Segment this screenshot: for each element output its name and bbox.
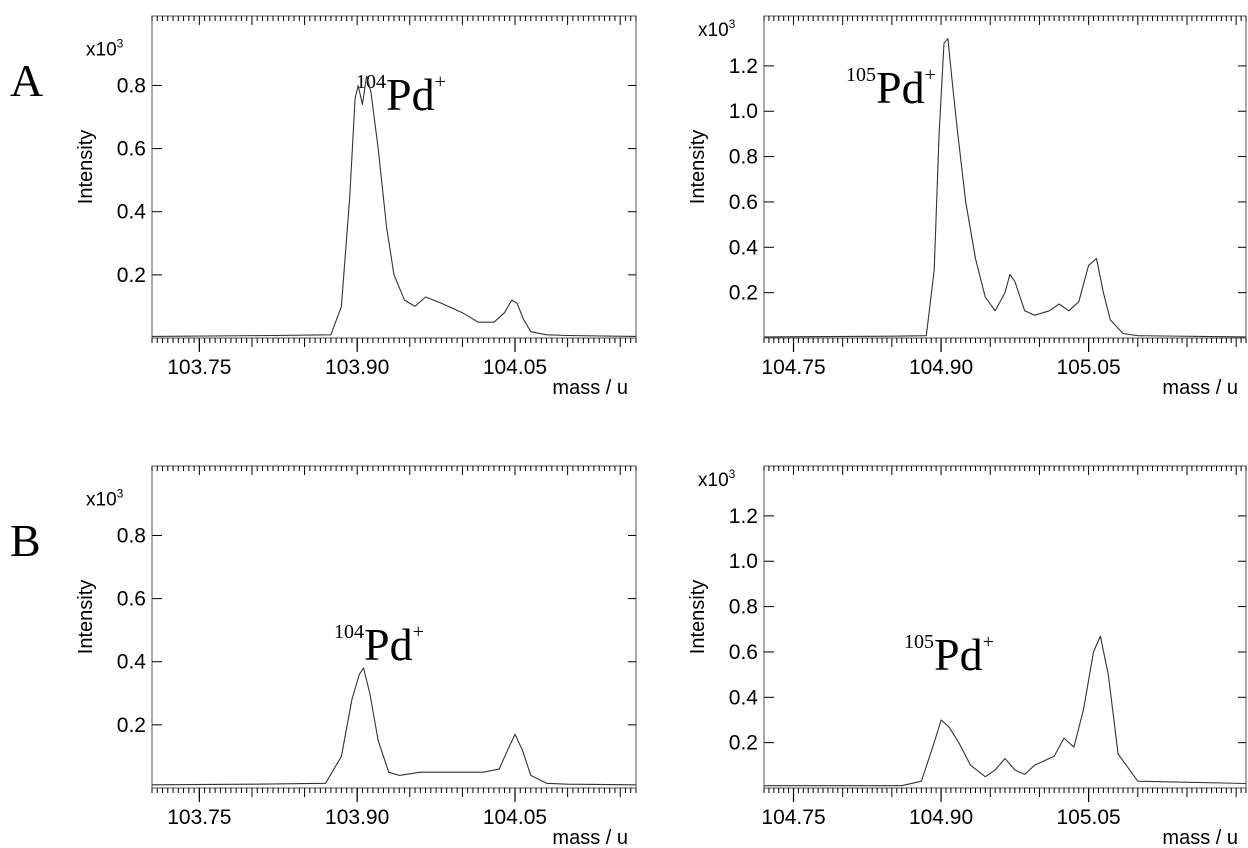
x-tick-label: 104.75: [761, 356, 825, 379]
x-tick-label: 105.05: [1056, 806, 1120, 829]
y-tick-label: 1.2: [729, 55, 758, 78]
y-tick-label: 0.4: [729, 686, 759, 709]
plot-frame: [763, 465, 1247, 789]
spectrum-line: [764, 635, 1247, 787]
y-tick-label: 0.4: [117, 201, 147, 224]
y-axis-label: Intensity: [687, 580, 709, 654]
x-tick-label: 103.75: [167, 806, 231, 829]
y-tick-label: 0.8: [729, 146, 758, 169]
spectrum-line: [151, 75, 637, 337]
y-tick-label: 0.6: [117, 588, 146, 611]
spectrum-line: [151, 667, 637, 786]
y-tick-label: 0.6: [729, 641, 758, 664]
x-tick-label: 104.90: [909, 356, 973, 379]
y-tick-label: 0.2: [729, 732, 758, 755]
ion-label: 105Pd+: [904, 629, 994, 680]
ion-label: 104Pd+: [356, 69, 446, 120]
x-tick-label: 103.75: [167, 356, 231, 379]
y-tick-label: 0.4: [117, 651, 147, 674]
chart-a-104pd: 103.75 103.90 104.05 0.2 0.4 0.6 0.8 x103 Intens…: [75, 15, 637, 399]
chart-b-104pd: 103.75 103.90 104.05 0.2 0.4 0.6 0.8 x103 Intens…: [75, 465, 637, 848]
chart-a-105pd: 104.75 104.90 105.05 0.2 0.4 0.6 0.8 1.0 1.2 x103…: [687, 15, 1247, 399]
x-tick-label: 104.90: [909, 806, 973, 829]
y-multiplier-label: x103: [86, 36, 124, 60]
y-tick-label: 0.8: [117, 74, 146, 97]
y-tick-label: 0.8: [729, 596, 758, 619]
y-tick-label: 0.4: [729, 236, 759, 259]
ion-label: 105Pd+: [846, 62, 936, 113]
x-axis-label: mass / u: [552, 377, 628, 399]
plot-frame: [763, 15, 1247, 339]
x-tick-label: 103.90: [325, 806, 389, 829]
x-axis-label: mass / u: [552, 827, 628, 848]
panel-label-b: B: [10, 515, 41, 566]
x-axis-label: mass / u: [1162, 827, 1238, 848]
y-multiplier-label: x103: [698, 467, 736, 491]
x-tick-label: 103.90: [325, 356, 389, 379]
x-tick-label: 104.75: [761, 806, 825, 829]
spectrum-line: [763, 38, 1247, 338]
y-multiplier-label: x103: [698, 17, 736, 41]
chart-b-105pd: 104.75 104.90 105.05 0.2 0.4 0.6 0.8 1.0 1.2 x103…: [687, 465, 1247, 848]
x-axis-label: mass / u: [1162, 377, 1238, 399]
y-tick-label: 1.0: [729, 550, 758, 573]
y-tick-label: 0.6: [117, 138, 146, 161]
y-axis-label: Intensity: [75, 580, 97, 654]
y-multiplier-label: x103: [86, 486, 124, 510]
y-tick-label: 0.2: [117, 714, 146, 737]
y-tick-label: 0.2: [117, 264, 146, 287]
y-tick-label: 1.0: [729, 100, 758, 123]
y-tick-label: 0.8: [117, 524, 146, 547]
y-axis-label: Intensity: [687, 130, 709, 204]
y-axis-label: Intensity: [75, 130, 97, 204]
x-tick-label: 105.05: [1056, 356, 1120, 379]
x-tick-label: 104.05: [483, 806, 547, 829]
y-tick-label: 0.2: [729, 282, 758, 305]
plot-frame: [151, 15, 637, 339]
ion-label: 104Pd+: [334, 619, 424, 670]
x-tick-label: 104.05: [483, 356, 547, 379]
y-tick-label: 0.6: [729, 191, 758, 214]
panel-label-a: A: [10, 55, 43, 106]
y-tick-label: 1.2: [729, 505, 758, 528]
